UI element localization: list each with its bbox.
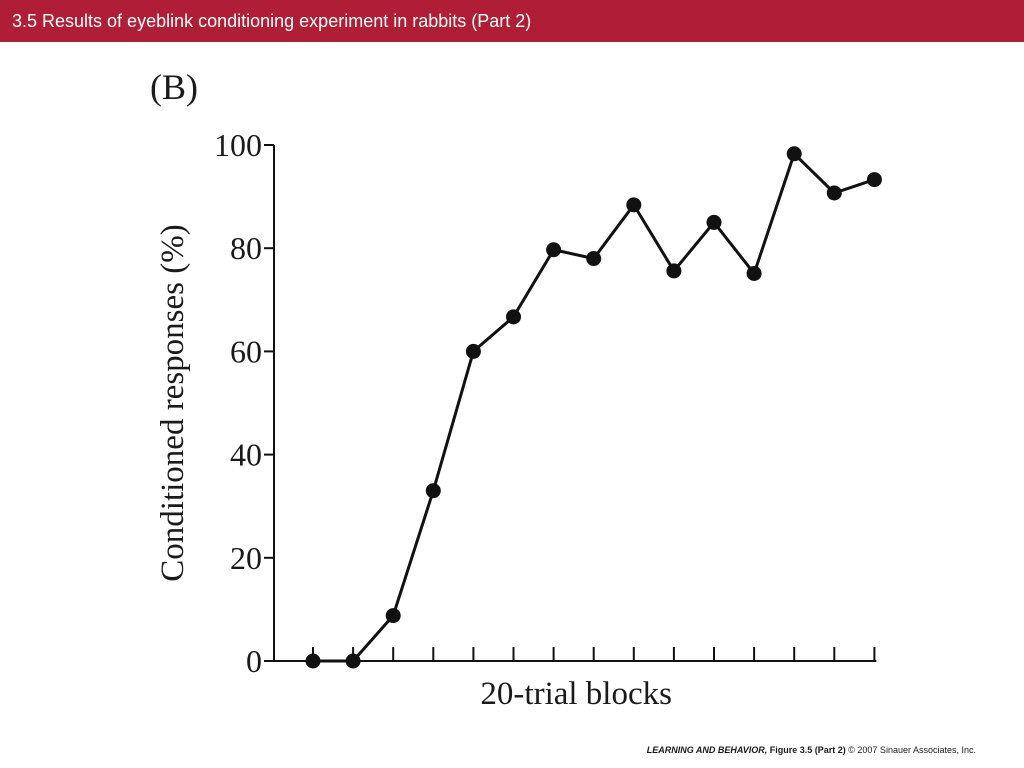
slide-title: 3.5 Results of eyeblink conditioning exp… [12, 11, 532, 31]
data-point [746, 265, 762, 281]
data-point [586, 251, 602, 267]
footer-credit: LEARNING AND BEHAVIOR, Figure 3.5 (Part … [647, 745, 976, 755]
data-point [786, 146, 802, 162]
data-point [305, 653, 321, 669]
data-point [826, 185, 842, 201]
panel-label: (B) [150, 67, 198, 107]
y-tick-label: 60 [230, 333, 262, 369]
data-point [385, 608, 401, 624]
data-point [465, 343, 481, 359]
data-point [546, 242, 562, 258]
title-bar: 3.5 Results of eyeblink conditioning exp… [0, 0, 1024, 42]
y-tick-label: 20 [230, 540, 262, 576]
data-point [626, 197, 642, 213]
y-axis-title: Conditioned responses (%) [155, 224, 191, 581]
y-tick-label: 80 [230, 230, 262, 266]
data-point [666, 263, 682, 279]
series-line [313, 151, 875, 663]
data-point [866, 172, 882, 188]
data-point [506, 309, 521, 325]
data-point [345, 653, 361, 669]
y-tick-label: 100 [214, 127, 262, 163]
x-axis-title: 20-trial blocks [480, 676, 672, 712]
footer-figure-label: Figure 3.5 (Part 2) [769, 745, 846, 755]
line-chart: (B) 0 20 40 60 80 100 20-trial blocks Conditione… [150, 67, 882, 712]
data-point [706, 214, 722, 230]
footer-copyright: © 2007 Sinauer Associates, Inc. [848, 745, 976, 755]
data-point [425, 483, 441, 499]
y-tick-label: 0 [246, 643, 262, 679]
footer-book-title: LEARNING AND BEHAVIOR, [646, 745, 768, 755]
y-tick-label: 40 [230, 437, 262, 473]
